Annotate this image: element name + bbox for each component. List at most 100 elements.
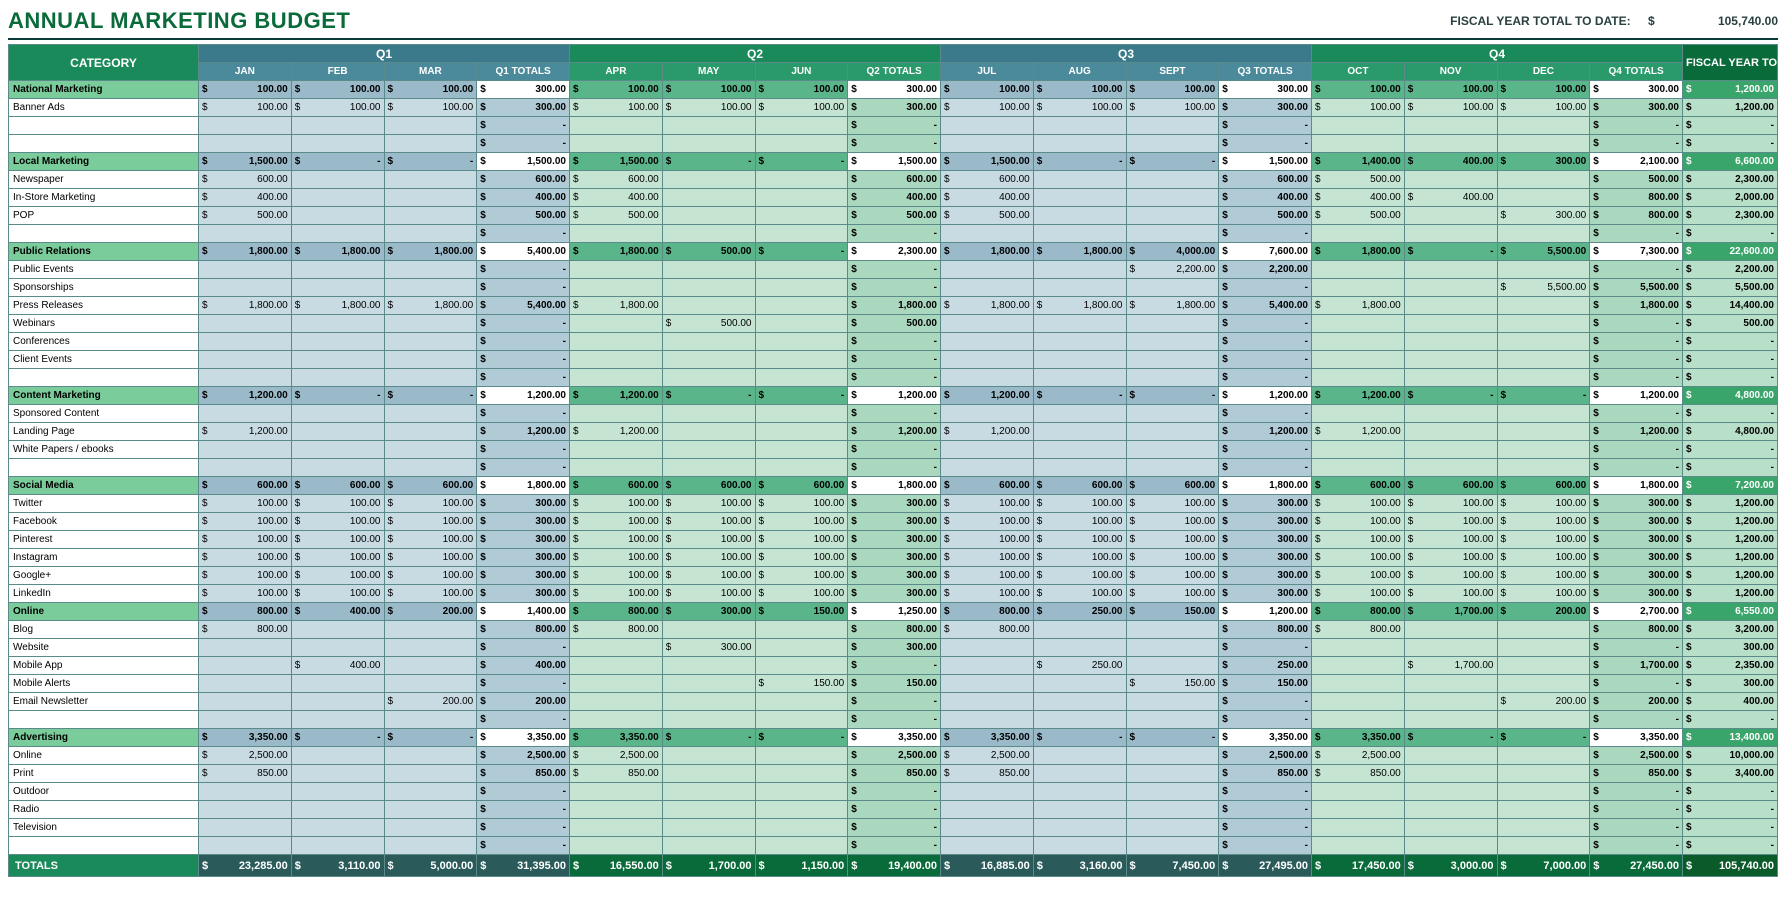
cell: $2,300.00 <box>848 243 941 261</box>
cell: $2,500.00 <box>1219 747 1312 765</box>
cell: $- <box>291 387 384 405</box>
cell: $- <box>477 135 570 153</box>
cell: $100.00 <box>384 513 477 531</box>
cell: $- <box>1033 153 1126 171</box>
row-label: Pinterest <box>9 531 199 549</box>
cell: $- <box>1683 225 1778 243</box>
cell <box>384 675 477 693</box>
cell: $850.00 <box>848 765 941 783</box>
cell: $100.00 <box>1404 513 1497 531</box>
cell <box>1033 459 1126 477</box>
cell: $500.00 <box>941 207 1034 225</box>
cell: $2,300.00 <box>1683 207 1778 225</box>
cell <box>384 819 477 837</box>
cell <box>199 333 292 351</box>
cell: $- <box>1126 729 1219 747</box>
cell <box>1312 837 1405 855</box>
cell: $300.00 <box>1683 639 1778 657</box>
total-cell: $7,450.00 <box>1126 855 1219 877</box>
cell <box>1126 117 1219 135</box>
cell <box>1126 765 1219 783</box>
cell <box>1497 621 1590 639</box>
cell: $800.00 <box>941 603 1034 621</box>
cell: $- <box>1033 729 1126 747</box>
cell <box>1033 675 1126 693</box>
cell: $300.00 <box>477 495 570 513</box>
cell <box>570 225 663 243</box>
cell: $- <box>477 333 570 351</box>
cell: $100.00 <box>1126 99 1219 117</box>
cell: $850.00 <box>941 765 1034 783</box>
cell: $- <box>1590 405 1683 423</box>
cell: $100.00 <box>291 531 384 549</box>
cell: $1,200.00 <box>199 387 292 405</box>
cell: $1,200.00 <box>477 387 570 405</box>
cell <box>662 297 755 315</box>
cell: $- <box>848 783 941 801</box>
cell <box>1312 315 1405 333</box>
cell <box>1497 639 1590 657</box>
cell: $200.00 <box>384 693 477 711</box>
cell: $3,350.00 <box>570 729 663 747</box>
cell <box>1404 765 1497 783</box>
cell: $100.00 <box>941 513 1034 531</box>
cell <box>755 207 848 225</box>
cell <box>1126 459 1219 477</box>
cell <box>291 351 384 369</box>
cell <box>570 369 663 387</box>
cell <box>570 261 663 279</box>
cell <box>384 657 477 675</box>
cell: $300.00 <box>1590 99 1683 117</box>
cell <box>199 279 292 297</box>
cell <box>199 837 292 855</box>
cell: $- <box>662 153 755 171</box>
cell <box>1126 441 1219 459</box>
cell: $- <box>477 225 570 243</box>
cell <box>570 801 663 819</box>
cell <box>941 135 1034 153</box>
cell: $1,800.00 <box>848 477 941 495</box>
cell: $600.00 <box>1033 477 1126 495</box>
cell: $100.00 <box>1126 495 1219 513</box>
cell: $1,800.00 <box>1219 477 1312 495</box>
cell: $- <box>477 405 570 423</box>
cell <box>1033 171 1126 189</box>
cell <box>662 261 755 279</box>
cell <box>755 351 848 369</box>
cell: $1,800.00 <box>941 243 1034 261</box>
col-aug: AUG <box>1033 63 1126 81</box>
cell: $100.00 <box>941 585 1034 603</box>
cell: $100.00 <box>199 531 292 549</box>
cell: $100.00 <box>755 549 848 567</box>
cell: $800.00 <box>477 621 570 639</box>
cell: $- <box>662 729 755 747</box>
cell <box>1497 747 1590 765</box>
cell: $2,350.00 <box>1683 657 1778 675</box>
cell <box>291 135 384 153</box>
fy-total-label: FISCAL YEAR TOTAL TO DATE: <box>1450 14 1630 28</box>
col-q2: Q2 <box>570 45 941 63</box>
cell: $- <box>848 801 941 819</box>
cell <box>755 747 848 765</box>
cell <box>291 639 384 657</box>
cell: $100.00 <box>1312 495 1405 513</box>
cell: $- <box>1683 459 1778 477</box>
cell: $1,200.00 <box>1683 549 1778 567</box>
col-q1-totals: Q1 TOTALS <box>477 63 570 81</box>
cell <box>291 171 384 189</box>
cell: $100.00 <box>1033 549 1126 567</box>
cell <box>199 801 292 819</box>
cell <box>662 819 755 837</box>
cell: $2,200.00 <box>1126 261 1219 279</box>
cell: $100.00 <box>291 513 384 531</box>
cell: $1,800.00 <box>291 243 384 261</box>
cell: $- <box>848 837 941 855</box>
cell: $850.00 <box>199 765 292 783</box>
row-label: Conferences <box>9 333 199 351</box>
cell: $- <box>1404 729 1497 747</box>
cell <box>755 369 848 387</box>
cell <box>1312 819 1405 837</box>
cell: $- <box>1683 333 1778 351</box>
cell <box>755 819 848 837</box>
col-fy: FISCAL YEAR TOTALS <box>1683 45 1778 81</box>
